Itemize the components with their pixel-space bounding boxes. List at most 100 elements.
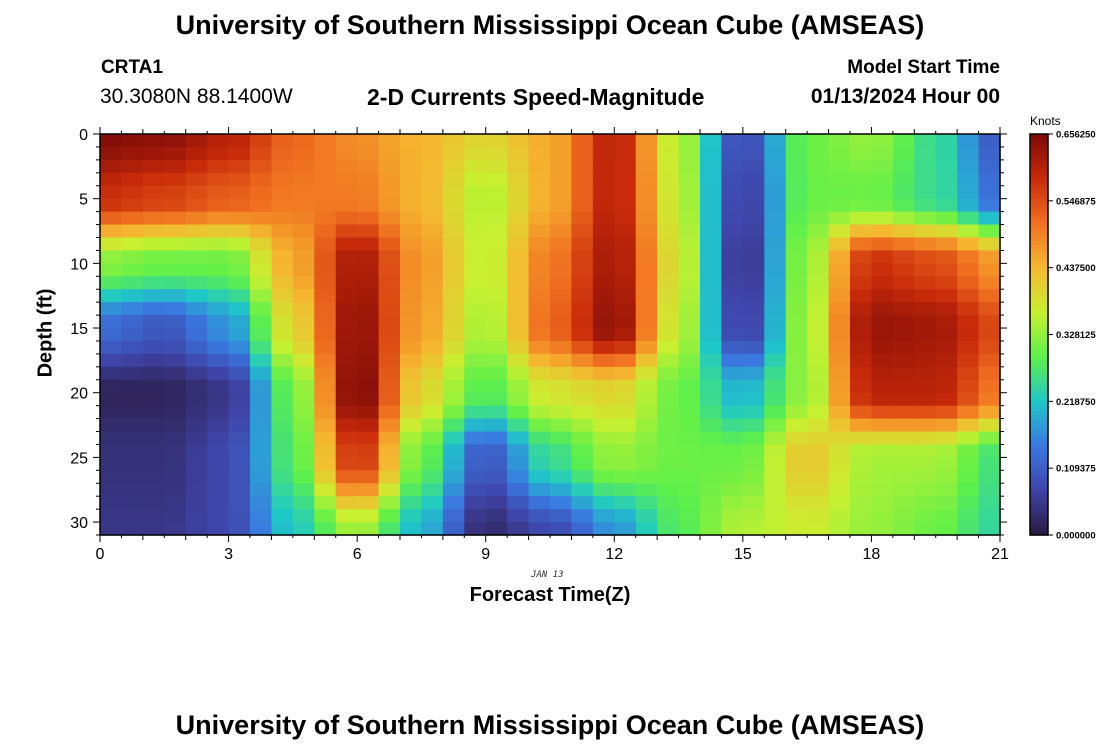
heatmap-cell bbox=[571, 250, 594, 264]
heatmap-cell bbox=[421, 522, 444, 536]
heatmap-cell bbox=[700, 237, 723, 252]
heatmap-cell bbox=[550, 315, 573, 329]
heatmap-cell bbox=[485, 509, 508, 523]
heatmap-cell bbox=[507, 172, 530, 187]
heatmap-cell bbox=[828, 431, 851, 446]
heatmap-cell bbox=[635, 211, 658, 226]
heatmap-cell bbox=[828, 302, 851, 316]
heatmap-cell bbox=[550, 289, 573, 303]
colorbar-segment bbox=[1030, 367, 1048, 372]
heatmap-cell bbox=[400, 185, 423, 200]
heatmap-cell bbox=[914, 353, 937, 368]
heatmap-cell bbox=[635, 172, 658, 187]
heatmap-cell bbox=[100, 146, 123, 161]
heatmap-cell bbox=[400, 496, 423, 510]
heatmap-cell bbox=[678, 172, 701, 187]
heatmap-cell bbox=[507, 353, 530, 368]
heatmap-cell bbox=[400, 211, 423, 226]
heatmap-cell bbox=[978, 237, 1001, 252]
heatmap-cell bbox=[892, 340, 915, 355]
colorbar-segment bbox=[1030, 254, 1048, 259]
heatmap-cell bbox=[100, 509, 123, 523]
heatmap-cell bbox=[957, 172, 980, 187]
heatmap-cell bbox=[571, 353, 594, 368]
heatmap-cell bbox=[657, 379, 680, 394]
heatmap-cell bbox=[892, 509, 915, 523]
heatmap-cell bbox=[807, 522, 830, 536]
heatmap-cell bbox=[892, 250, 915, 264]
heatmap-cell bbox=[507, 146, 530, 161]
heatmap-cell bbox=[700, 263, 723, 277]
colorbar-segment bbox=[1030, 351, 1048, 356]
heatmap-cell bbox=[357, 405, 380, 420]
heatmap-cell bbox=[250, 483, 273, 497]
heatmap-cell bbox=[957, 224, 980, 239]
colorbar-segment bbox=[1030, 441, 1048, 446]
colorbar-segment bbox=[1030, 324, 1048, 329]
heatmap-cell bbox=[657, 302, 680, 316]
heatmap-cell bbox=[507, 366, 530, 381]
heatmap-cell bbox=[935, 418, 958, 433]
heatmap-cell bbox=[850, 237, 873, 252]
heatmap-cell bbox=[250, 328, 273, 342]
heatmap-cell bbox=[421, 211, 444, 226]
heatmap-cell bbox=[292, 211, 315, 226]
heatmap-cell bbox=[207, 392, 230, 407]
heatmap-cell bbox=[442, 198, 465, 213]
heatmap-cell bbox=[721, 431, 744, 446]
heatmap-cell bbox=[550, 470, 573, 484]
heatmap-cell bbox=[764, 146, 787, 161]
heatmap-cell bbox=[100, 237, 123, 252]
heatmap-cell bbox=[850, 418, 873, 433]
heatmap-cell bbox=[314, 263, 337, 277]
heatmap-cell bbox=[914, 250, 937, 264]
heatmap-cell bbox=[357, 418, 380, 433]
heatmap-cell bbox=[614, 522, 637, 536]
heatmap-cell bbox=[357, 211, 380, 226]
heatmap-cell bbox=[485, 470, 508, 484]
heatmap-cell bbox=[464, 483, 487, 497]
heatmap-cell bbox=[550, 496, 573, 510]
heatmap-cell bbox=[678, 405, 701, 420]
plot-title: 2-D Currents Speed-Magnitude bbox=[367, 84, 705, 110]
heatmap-cell bbox=[785, 405, 808, 420]
heatmap-cell bbox=[464, 134, 487, 148]
colorbar-segment bbox=[1030, 471, 1048, 476]
heatmap-cell bbox=[421, 172, 444, 187]
heatmap-cell bbox=[164, 496, 187, 510]
heatmap-cell bbox=[507, 509, 530, 523]
heatmap-cell bbox=[121, 263, 144, 277]
heatmap-cell bbox=[828, 483, 851, 497]
heatmap-cell bbox=[335, 366, 358, 381]
heatmap-cell bbox=[871, 289, 894, 303]
heatmap-cell bbox=[357, 444, 380, 458]
heatmap-cell bbox=[978, 457, 1001, 471]
heatmap-cell bbox=[871, 496, 894, 510]
heatmap-cell bbox=[314, 289, 337, 303]
heatmap-cell bbox=[635, 418, 658, 433]
heatmap-cell bbox=[764, 134, 787, 148]
heatmap-cell bbox=[314, 159, 337, 174]
heatmap-cell bbox=[464, 185, 487, 200]
heatmap-cell bbox=[892, 198, 915, 213]
heatmap-cell bbox=[785, 185, 808, 200]
heatmap-cell bbox=[442, 470, 465, 484]
heatmap-cell bbox=[871, 522, 894, 536]
colorbar-segment bbox=[1030, 177, 1048, 182]
heatmap-cell bbox=[378, 302, 401, 316]
heatmap-cell bbox=[721, 328, 744, 342]
heatmap-cell bbox=[100, 353, 123, 368]
heatmap-cell bbox=[614, 392, 637, 407]
heatmap-cell bbox=[614, 328, 637, 342]
heatmap-cell bbox=[935, 379, 958, 394]
heatmap-cell bbox=[292, 328, 315, 342]
heatmap-cell bbox=[142, 224, 165, 239]
heatmap-cell bbox=[121, 315, 144, 329]
x-axis-label: Forecast Time(Z) bbox=[469, 584, 631, 606]
colorbar-segment bbox=[1030, 428, 1048, 433]
colorbar-segment bbox=[1030, 341, 1048, 346]
heatmap-cell bbox=[292, 198, 315, 213]
heatmap-cell bbox=[828, 211, 851, 226]
heatmap-cell bbox=[635, 263, 658, 277]
